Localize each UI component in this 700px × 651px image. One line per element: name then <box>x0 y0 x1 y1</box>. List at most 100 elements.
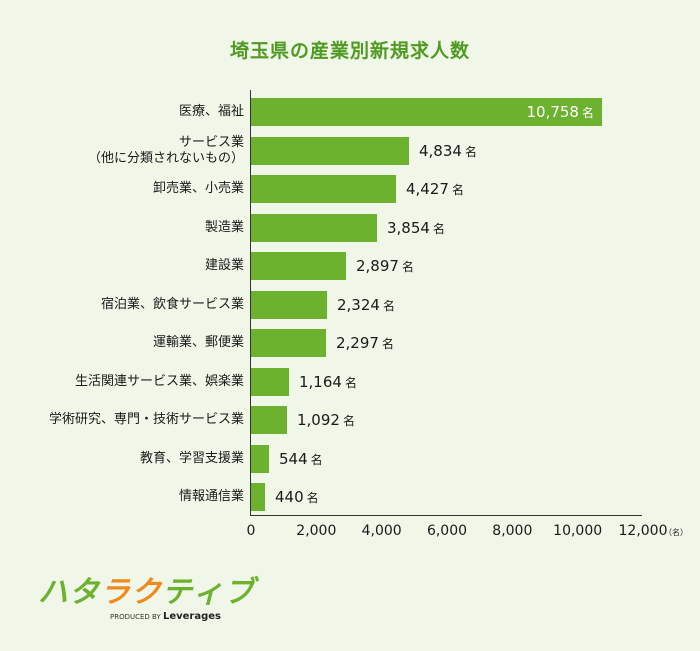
category-label-line1: 製造業 <box>204 219 244 235</box>
value-label: 1,092 名 <box>297 406 355 434</box>
value-number: 2,324 <box>337 295 380 314</box>
value-number: 2,297 <box>336 334 379 352</box>
category-label: 卸売業、小売業 <box>153 175 244 203</box>
category-label-line1: 運輸業、郵便業 <box>152 335 244 350</box>
x-tick-label: 6,000 <box>426 523 468 539</box>
category-label: 教育、学習支援業 <box>140 445 244 473</box>
value-label: 10,758 名 <box>526 98 594 126</box>
produced-by-text: PRODUCED BY <box>110 613 161 621</box>
bar-row: サービス業 （他に分類されないもの） 4,834 名 <box>0 134 700 166</box>
bar-row: 建設業 2,897 名 <box>0 252 700 280</box>
value-unit: 名 <box>306 491 319 505</box>
bar <box>251 444 269 473</box>
logo-char: テ <box>162 575 192 610</box>
bar-row: 学術研究、専門・技術サービス業 1,092 名 <box>0 406 700 434</box>
value-number: 10,758 <box>526 103 579 121</box>
value-number: 4,427 <box>406 180 449 198</box>
bar <box>251 483 265 511</box>
category-label: 建設業 <box>205 252 244 280</box>
value-label: 2,897 名 <box>356 252 414 280</box>
category-label: 医療、福祉 <box>179 98 244 126</box>
bar <box>251 213 377 242</box>
bar <box>251 98 602 126</box>
value-number: 2,897 <box>356 257 399 275</box>
logo-char: ィ <box>193 575 223 610</box>
logo-tagline: PRODUCED BY Leverages <box>110 611 221 622</box>
category-label: 学術研究、専門・技術サービス業 <box>49 406 244 434</box>
bar-chart: 医療、福祉 10,758 名サービス業 （他に分類されないもの） 4,834 名卸売業、小… <box>0 90 700 539</box>
x-tick-label: 2,000 <box>296 523 337 539</box>
y-axis-line <box>250 90 251 516</box>
chart-title: 埼玉県の産業別新規求人数 <box>229 40 470 62</box>
value-number: 4,834 <box>419 141 462 160</box>
value-number: 440 <box>275 488 304 506</box>
bar-row: 情報通信業 440 名 <box>0 483 700 511</box>
bar <box>251 136 409 165</box>
category-label-line1: 教育、学習支援業 <box>139 450 244 466</box>
bar <box>251 367 289 396</box>
logo-wordmark: ハ タ ラ ク テ ィ ブ <box>38 575 254 610</box>
category-label-line1: サービス業 <box>178 134 244 150</box>
value-label: 4,834 名 <box>419 137 477 165</box>
value-unit: 名 <box>342 414 355 428</box>
value-label: 4,427 名 <box>406 175 464 203</box>
value-label: 3,854 名 <box>387 214 445 242</box>
category-label: 生活関連サービス業、娯楽業 <box>75 368 244 396</box>
value-unit: 名 <box>432 221 445 236</box>
value-label: 544 名 <box>279 445 323 473</box>
category-label-line1: 情報通信業 <box>178 489 244 504</box>
category-label: サービス業 （他に分類されないもの） <box>87 134 244 166</box>
value-unit: 名 <box>401 260 414 274</box>
bar <box>251 329 326 357</box>
category-label-line1: 宿泊業、飲食サービス業 <box>100 296 244 312</box>
bar-row: 運輸業、郵便業 2,297 名 <box>0 329 700 357</box>
value-unit: 名 <box>382 298 395 313</box>
bar <box>251 175 396 203</box>
category-label: 宿泊業、飲食サービス業 <box>101 291 244 319</box>
value-label: 1,164 名 <box>299 368 357 396</box>
bar-row: 卸売業、小売業 4,427 名 <box>0 175 700 203</box>
x-tick-label: 12,000 <box>618 523 668 539</box>
logo-char: ハ <box>38 575 68 610</box>
x-axis-unit-label: （名） <box>664 528 688 537</box>
value-unit: 名 <box>310 452 323 467</box>
bar <box>251 406 287 434</box>
hataractive-logo: ハ タ ラ ク テ ィ ブ PRODUCED BY Leverages <box>38 575 254 627</box>
category-label-line1: 学術研究、専門・技術サービス業 <box>48 412 244 427</box>
value-number: 544 <box>279 449 308 468</box>
value-label: 2,324 名 <box>337 291 395 319</box>
category-label: 運輸業、郵便業 <box>153 329 244 357</box>
x-tick-label: 10,000 <box>553 523 603 539</box>
value-unit: 名 <box>464 144 477 159</box>
category-label-line1: 卸売業、小売業 <box>152 181 244 196</box>
x-tick-label: 0 <box>246 523 256 539</box>
x-tick-label: 4,000 <box>361 523 402 539</box>
value-number: 1,092 <box>297 411 340 429</box>
value-unit: 名 <box>381 337 394 351</box>
value-number: 3,854 <box>387 218 430 237</box>
value-label: 2,297 名 <box>336 329 394 357</box>
value-unit: 名 <box>581 106 594 120</box>
bar-row: 教育、学習支援業 544 名 <box>0 444 700 473</box>
category-label-line1: 医療、福祉 <box>178 104 244 119</box>
bar <box>251 290 327 319</box>
category-label-line1: 建設業 <box>204 258 244 273</box>
value-unit: 名 <box>451 183 464 197</box>
bar-row: 生活関連サービス業、娯楽業 1,164 名 <box>0 367 700 396</box>
bar <box>251 252 346 280</box>
logo-char: ブ <box>224 575 254 610</box>
logo-char: ク <box>131 575 161 610</box>
bar-row: 医療、福祉 10,758 名 <box>0 98 700 126</box>
x-tick-label: 8,000 <box>492 523 533 539</box>
value-number: 1,164 <box>299 372 342 391</box>
category-label: 製造業 <box>205 214 244 242</box>
category-label-line1: 生活関連サービス業、娯楽業 <box>74 373 244 389</box>
category-label-line2: （他に分類されないもの） <box>87 150 244 166</box>
leverages-brand: Leverages <box>162 611 221 622</box>
value-unit: 名 <box>344 375 357 390</box>
logo-char: ラ <box>100 575 130 610</box>
category-label: 情報通信業 <box>179 483 244 511</box>
x-axis-line <box>250 515 642 516</box>
value-label: 440 名 <box>275 483 319 511</box>
logo-char: タ <box>69 575 99 610</box>
